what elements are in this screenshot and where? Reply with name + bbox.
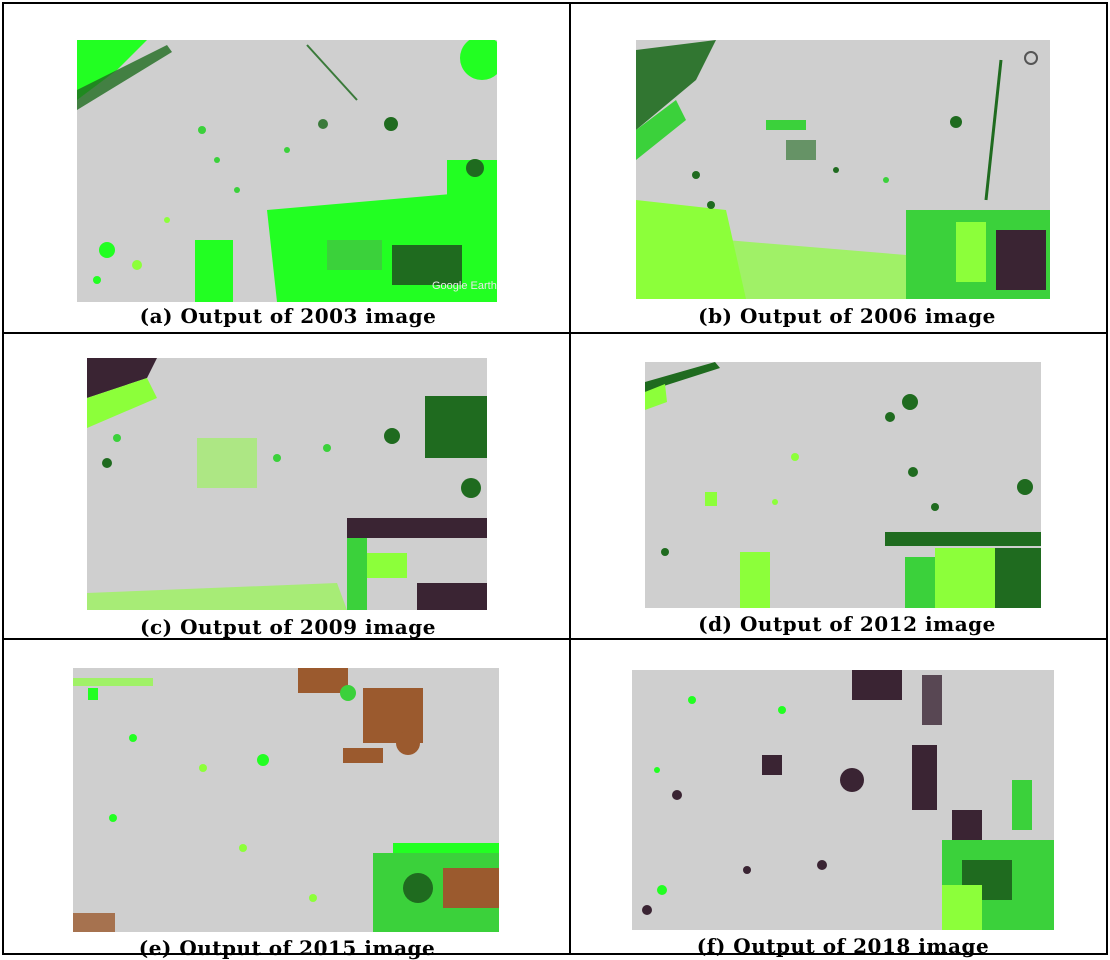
watermark-text: Google Earth: [432, 280, 497, 292]
caption-2012: (d) Output of 2012 image: [698, 612, 996, 636]
column-divider: [569, 4, 571, 953]
row-divider-1: [4, 332, 1106, 334]
classified-image-2009: [87, 358, 487, 610]
row-divider-2: [4, 638, 1106, 640]
classified-image-2012: [645, 362, 1041, 608]
classified-image-2015: [73, 668, 499, 932]
caption-2015: (e) Output of 2015 image: [138, 936, 436, 960]
caption-2018: (f) Output of 2018 image: [696, 934, 990, 958]
classified-image-2003: Google Earth: [77, 40, 497, 302]
caption-2006: (b) Output of 2006 image: [698, 304, 996, 328]
classified-image-2018: [632, 670, 1054, 930]
classified-image-2006: [636, 40, 1050, 299]
caption-2009: (c) Output of 2009 image: [140, 615, 436, 639]
caption-2003: (a) Output of 2003 image: [139, 304, 437, 328]
